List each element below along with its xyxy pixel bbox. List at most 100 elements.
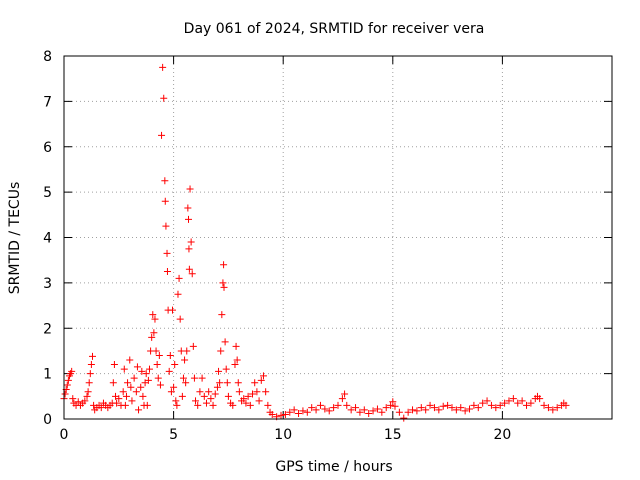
data-point <box>492 404 500 412</box>
data-point <box>152 347 160 355</box>
data-points <box>60 63 570 422</box>
data-point <box>479 399 487 407</box>
data-point <box>334 401 342 409</box>
data-point <box>233 356 241 364</box>
data-point <box>144 376 152 384</box>
data-point <box>167 388 175 396</box>
data-point <box>290 406 298 414</box>
data-point <box>142 370 150 378</box>
grid <box>64 56 612 419</box>
data-point <box>110 361 118 369</box>
data-point <box>466 405 474 413</box>
x-tick-label: 10 <box>274 427 292 443</box>
data-point <box>286 408 294 416</box>
y-tick-label: 6 <box>43 140 52 156</box>
data-point <box>240 395 248 403</box>
data-point <box>169 306 177 314</box>
data-point <box>514 399 522 407</box>
data-point <box>121 401 129 409</box>
data-point <box>409 406 417 414</box>
data-point <box>63 381 71 389</box>
data-point <box>253 388 261 396</box>
data-point <box>213 383 221 391</box>
data-point <box>518 397 526 405</box>
data-point <box>231 361 239 369</box>
data-point <box>391 402 399 410</box>
y-tick-label: 7 <box>43 94 52 110</box>
data-point <box>235 388 243 396</box>
data-point <box>262 388 270 396</box>
data-point <box>295 410 303 418</box>
data-point <box>246 401 254 409</box>
data-point <box>186 185 194 193</box>
data-point <box>176 315 184 323</box>
data-point <box>179 374 187 382</box>
data-point <box>165 367 173 375</box>
data-point <box>218 311 226 319</box>
data-point <box>139 392 147 400</box>
data-point <box>448 404 456 412</box>
data-point <box>61 390 69 398</box>
data-point <box>81 397 89 405</box>
data-point <box>220 261 228 269</box>
y-axis-label: SRMTID / TECUs <box>7 182 23 295</box>
data-point <box>387 401 395 409</box>
data-point <box>181 356 189 364</box>
x-tick-label: 20 <box>493 427 511 443</box>
data-point <box>137 383 145 391</box>
data-point <box>251 379 259 387</box>
data-point <box>439 402 447 410</box>
data-point <box>457 404 465 412</box>
data-point <box>215 367 223 375</box>
data-point <box>155 351 163 359</box>
data-point <box>222 365 230 373</box>
data-point <box>347 406 355 414</box>
y-tick-label: 4 <box>43 231 52 247</box>
data-point <box>549 406 557 414</box>
data-point <box>187 238 195 246</box>
data-point <box>426 401 434 409</box>
data-point <box>145 365 153 373</box>
data-point <box>149 311 157 319</box>
data-point <box>316 401 324 409</box>
data-point <box>97 404 105 412</box>
data-point <box>84 388 92 396</box>
data-point <box>87 361 95 369</box>
data-point <box>124 379 132 387</box>
data-point <box>257 376 265 384</box>
data-point <box>413 407 421 415</box>
x-tick-label: 5 <box>169 427 178 443</box>
data-point <box>183 347 191 355</box>
data-point <box>205 388 213 396</box>
y-tick-label: 0 <box>43 412 52 428</box>
data-point <box>178 392 186 400</box>
y-tick-label: 8 <box>43 49 52 65</box>
data-point <box>417 404 425 412</box>
data-point <box>163 249 171 257</box>
data-point <box>444 401 452 409</box>
data-point <box>343 401 351 409</box>
data-point <box>501 399 509 407</box>
data-point <box>194 401 202 409</box>
data-point <box>223 379 231 387</box>
data-point <box>69 395 77 403</box>
data-point <box>188 270 196 278</box>
data-point <box>133 363 141 371</box>
data-point <box>232 342 240 350</box>
data-point <box>190 374 198 382</box>
data-point <box>217 347 225 355</box>
data-point <box>209 401 217 409</box>
data-point <box>156 381 164 389</box>
x-tick-label: 0 <box>60 427 69 443</box>
data-point <box>312 406 320 414</box>
data-point <box>200 392 208 400</box>
data-point <box>174 290 182 298</box>
data-point <box>452 406 460 414</box>
data-point <box>83 392 91 400</box>
data-point <box>173 401 181 409</box>
data-point <box>161 197 169 205</box>
data-point <box>321 405 329 413</box>
data-point <box>219 279 227 287</box>
data-point <box>189 342 197 350</box>
data-point <box>202 399 210 407</box>
